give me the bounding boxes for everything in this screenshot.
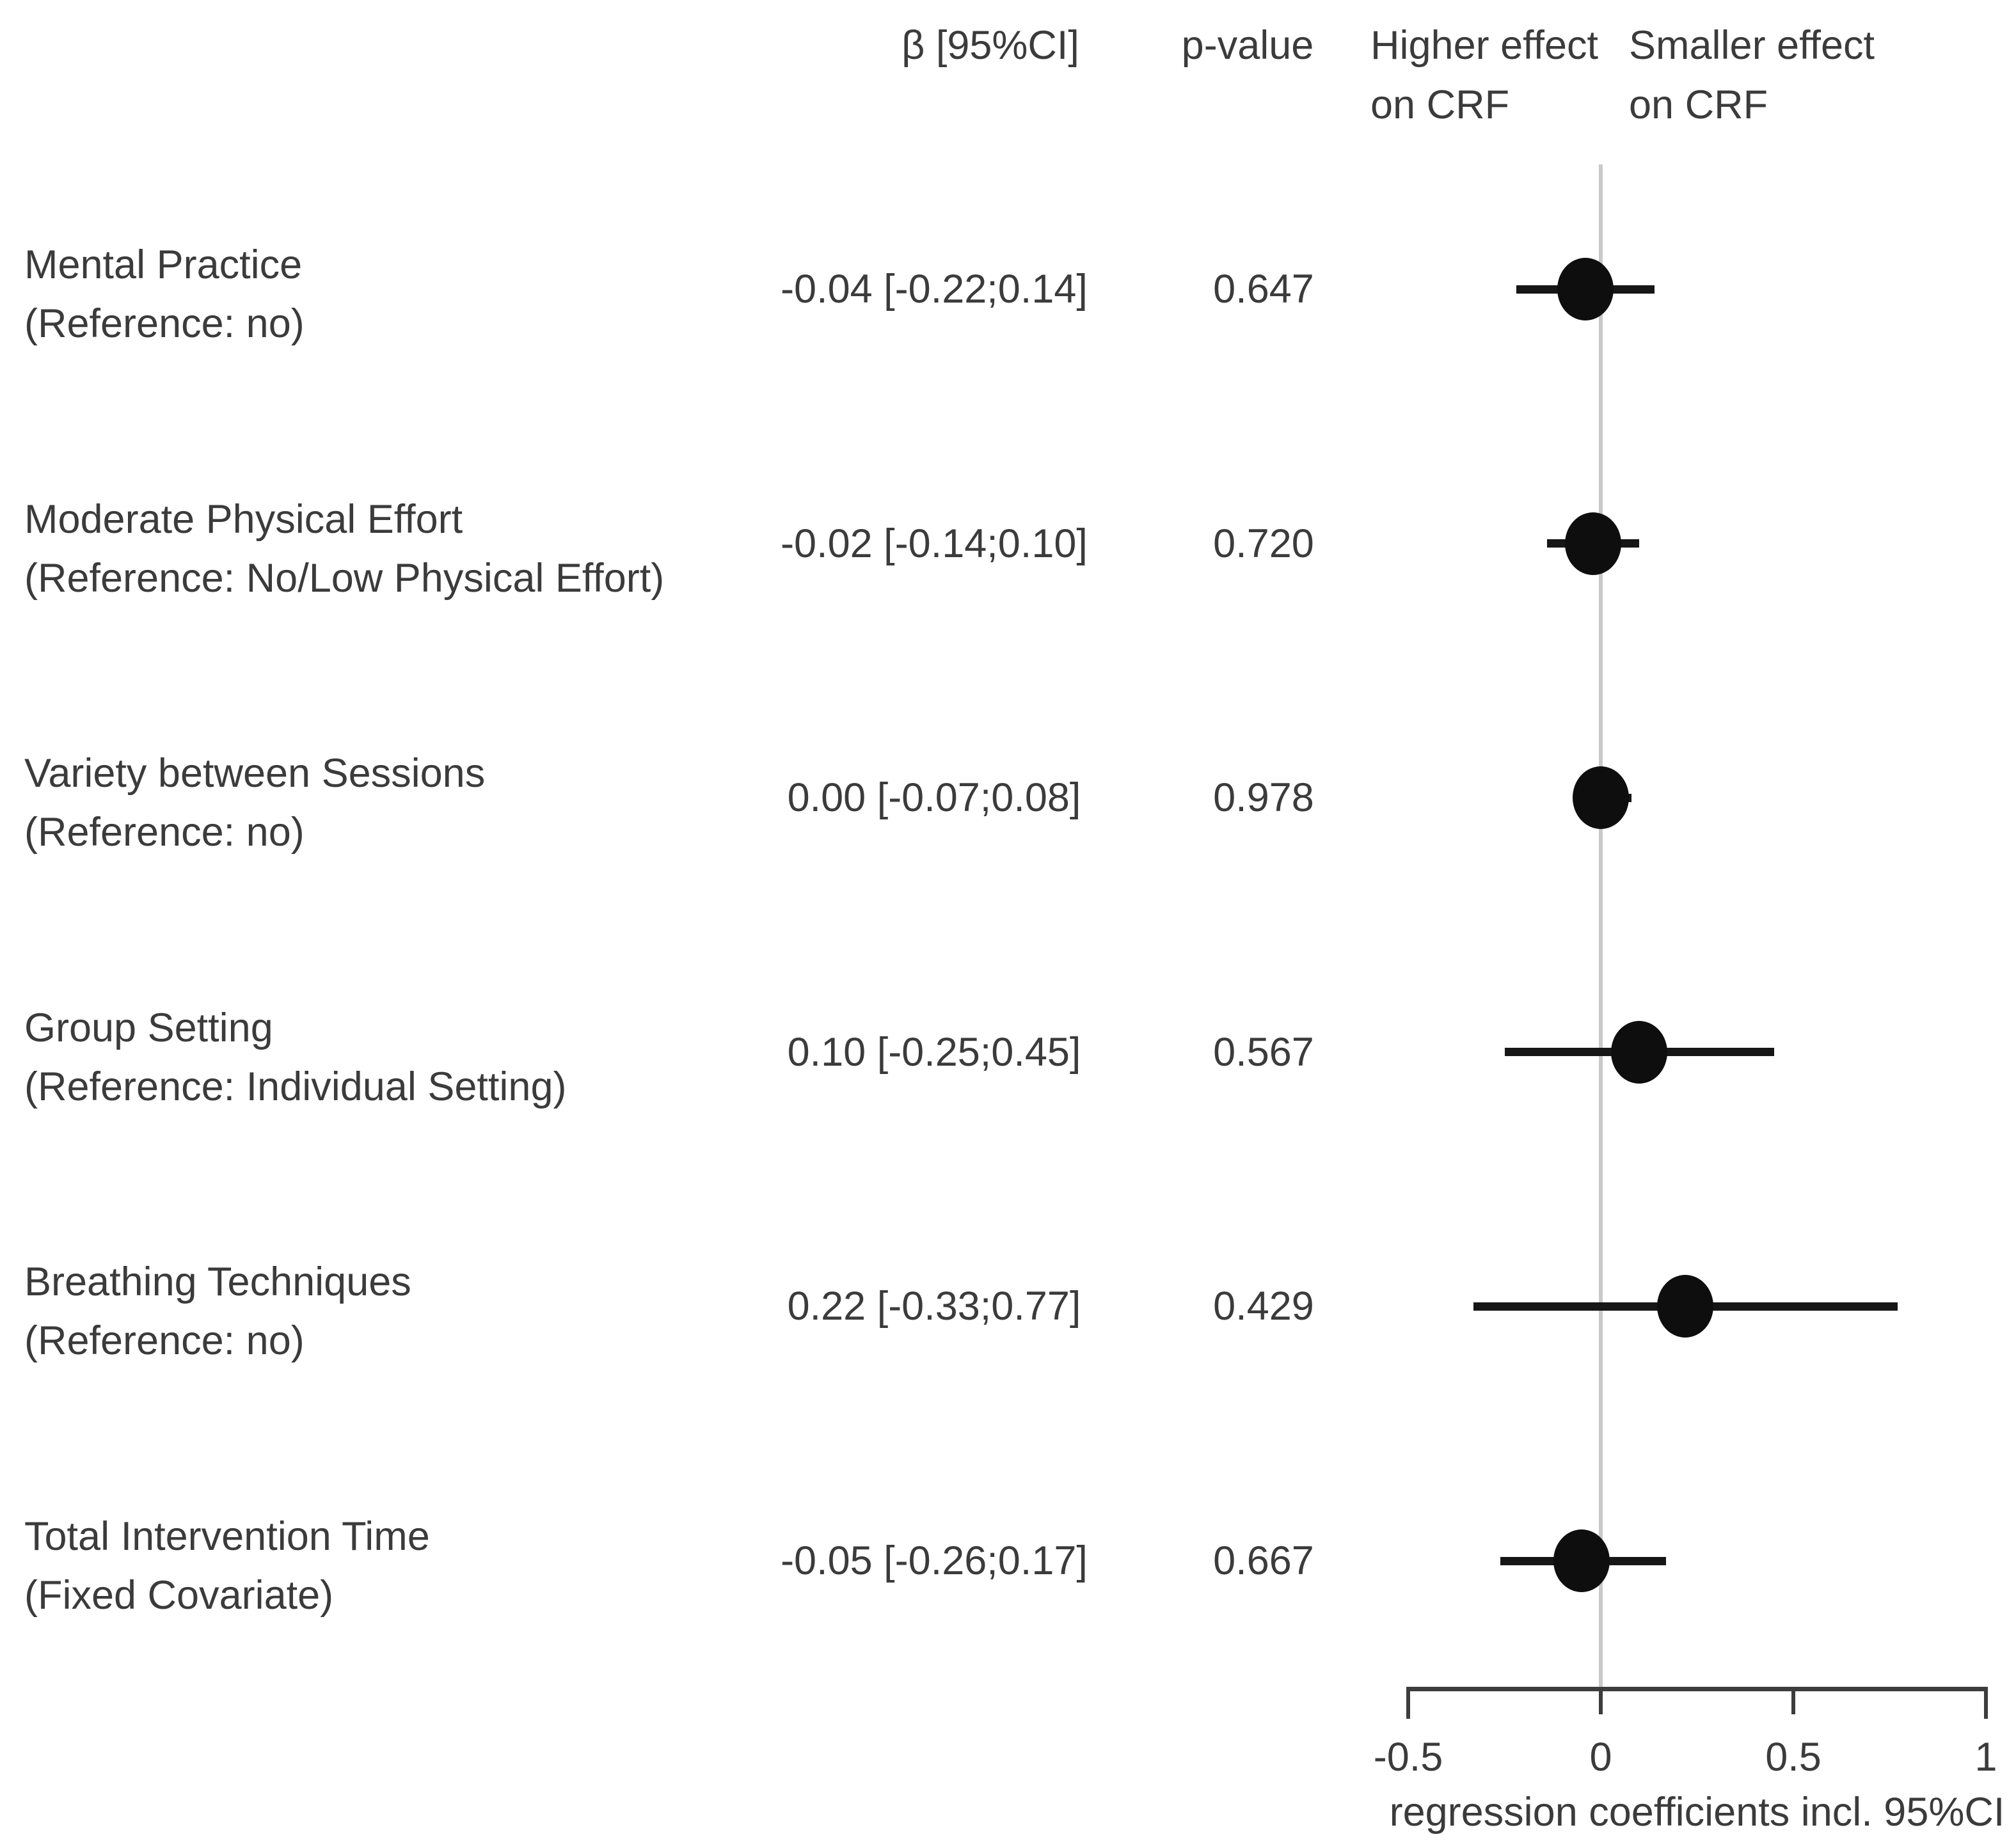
p-value: 0.667 [1213, 1538, 1314, 1583]
axis-tick-label: 0 [1589, 1735, 1612, 1780]
row-label-main: Mental Practice [24, 242, 303, 287]
annotation-higher-effect: Higher effect on CRF [1370, 23, 1599, 127]
row-label-reference: (Reference: no) [24, 810, 305, 855]
p-value: 0.647 [1213, 267, 1314, 312]
row-label: Total Intervention Time (Fixed Covariate) [24, 1507, 430, 1625]
p-value: 0.720 [1213, 521, 1314, 566]
axis-tick [1984, 1687, 1988, 1719]
row-label-reference: (Reference: no) [24, 1318, 305, 1364]
point-marker [1553, 1529, 1610, 1592]
row-label: Breathing Techniques (Reference: no) [24, 1252, 411, 1370]
axis-tick-label: -0.5 [1373, 1735, 1443, 1780]
point-marker [1573, 766, 1629, 830]
row-label-main: Variety between Sessions [24, 751, 486, 796]
row-label-main: Moderate Physical Effort [24, 496, 463, 542]
row-label-reference: (Reference: Individual Setting) [24, 1064, 567, 1109]
estimate-value: -0.02 [-0.14;0.10] [781, 521, 1088, 566]
column-header-p-value: p-value [1181, 23, 1314, 68]
point-marker [1557, 258, 1614, 320]
row-label: Variety between Sessions (Reference: no) [24, 744, 485, 862]
row-label: Group Setting (Reference: Individual Sett… [24, 999, 566, 1116]
row-label-reference: (Reference: No/Low Physical Effort) [24, 555, 665, 601]
estimate-value: 0.00 [-0.07;0.08] [787, 775, 1081, 821]
point-marker [1564, 512, 1621, 575]
axis-tick-label: 1 [1974, 1735, 1997, 1780]
column-header-beta-ci: β [95%CI] [901, 23, 1079, 68]
p-value: 0.567 [1213, 1029, 1314, 1075]
row-label-reference: (Reference: no) [24, 301, 305, 346]
row-label: Mental Practice (Reference: no) [24, 235, 305, 353]
estimate-value: -0.05 [-0.26;0.17] [781, 1538, 1088, 1583]
row-label-reference: (Fixed Covariate) [24, 1573, 334, 1618]
annotation-smaller-effect: Smaller effect on CRF [1629, 23, 1875, 127]
axis-tick [1406, 1687, 1410, 1719]
zero-reference-line [1599, 164, 1603, 1689]
point-marker [1611, 1020, 1668, 1084]
axis-tick [1599, 1687, 1603, 1714]
row-label-main: Breathing Techniques [24, 1260, 411, 1305]
estimate-value: -0.04 [-0.22;0.14] [781, 267, 1088, 312]
row-label-main: Total Intervention Time [24, 1514, 430, 1559]
x-axis-line [1406, 1687, 1988, 1691]
x-axis-title: regression coefficients incl. 95%CI [1389, 1790, 2005, 1835]
p-value: 0.978 [1213, 775, 1314, 821]
axis-tick-label: 0.5 [1765, 1735, 1822, 1780]
estimate-value: 0.10 [-0.25;0.45] [787, 1029, 1081, 1075]
row-label: Moderate Physical Effort (Reference: No/L… [24, 490, 664, 608]
row-label-main: Group Setting [24, 1005, 273, 1050]
axis-tick [1791, 1687, 1795, 1714]
p-value: 0.429 [1213, 1284, 1314, 1329]
estimate-value: 0.22 [-0.33;0.77] [787, 1284, 1081, 1329]
point-marker [1657, 1275, 1714, 1338]
